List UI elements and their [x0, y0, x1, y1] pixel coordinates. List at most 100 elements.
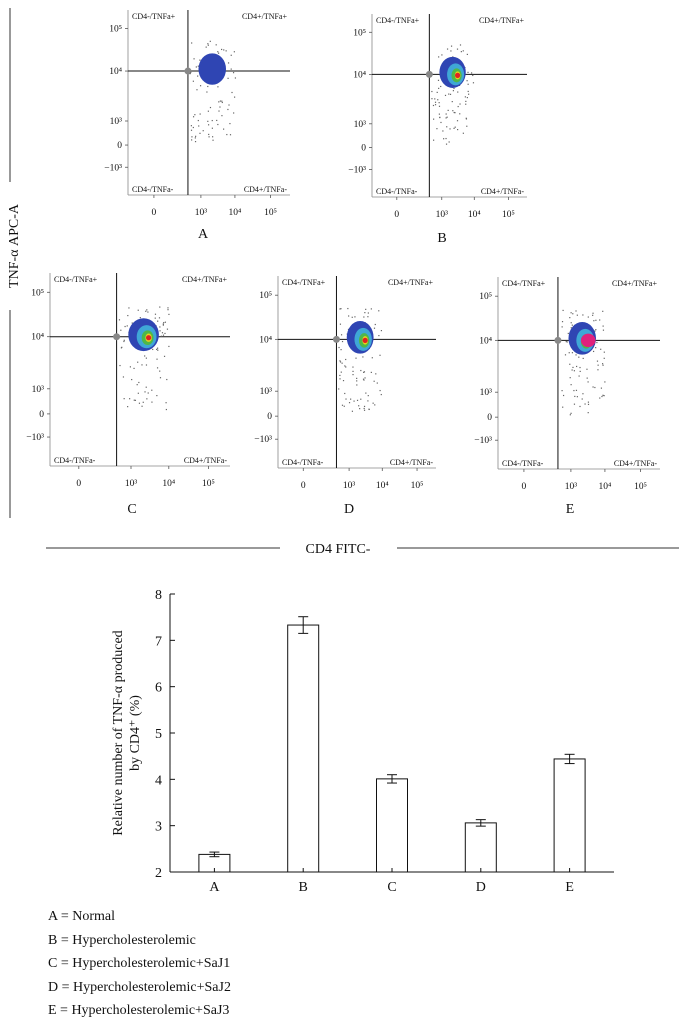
event-dot [579, 366, 581, 369]
event-dot [363, 371, 366, 373]
event-dot [601, 395, 603, 398]
event-dot [450, 45, 453, 47]
event-dot [199, 113, 201, 115]
gate-handle [425, 70, 433, 78]
event-dot [447, 109, 449, 111]
event-dot [123, 339, 125, 341]
event-dot [129, 398, 131, 400]
event-dot [453, 127, 455, 129]
y-tick-label: 10⁴ [353, 70, 367, 80]
event-dot [341, 404, 344, 406]
legend-item-e: E = Hypercholesterolemic+SaJ3 [48, 1003, 230, 1018]
event-dot [437, 99, 439, 101]
x-tick-label: 10⁵ [634, 482, 647, 492]
event-dot [438, 105, 441, 107]
x-tick-label: 10⁵ [202, 479, 215, 489]
event-dot [438, 113, 440, 115]
event-dot [211, 127, 213, 129]
event-dot [576, 365, 578, 368]
x-tick-label: 10⁴ [599, 482, 613, 492]
event-dot [118, 319, 121, 321]
event-dot [437, 79, 440, 81]
event-dot [562, 394, 565, 397]
event-dot [364, 377, 366, 379]
event-dot [145, 310, 147, 312]
event-dot [164, 321, 167, 323]
x-tick-label: 10⁵ [502, 210, 515, 220]
event-dot [472, 74, 474, 77]
event-dot [454, 126, 456, 128]
y-tick-label: 10³ [260, 387, 273, 397]
event-dot [208, 133, 210, 136]
event-dot [579, 370, 581, 373]
event-dot [212, 139, 214, 141]
group-legend: A = Normal B = Hypercholesterolemic C = … [48, 905, 231, 1023]
event-dot [218, 101, 220, 103]
quadrant-label-bottom-left: CD4-/TNFa- [282, 458, 324, 467]
y-tick-label: 10³ [354, 120, 367, 130]
event-dot [191, 136, 193, 138]
event-dot [363, 371, 365, 373]
event-dot [223, 49, 225, 51]
x-tick-label: 10³ [565, 482, 578, 492]
event-dot [122, 376, 125, 378]
event-dot [339, 378, 341, 380]
event-dot [470, 72, 473, 74]
event-dot [166, 328, 169, 330]
event-dot [165, 408, 167, 411]
event-dot [602, 329, 605, 331]
event-dot [197, 75, 199, 77]
quadrant-label-top-right: CD4+/TNFa+ [612, 279, 658, 288]
bar-x-tick-label: A [209, 880, 220, 895]
event-dot [141, 405, 143, 407]
event-dot [367, 400, 369, 402]
x-tick-label: 10⁴ [468, 210, 482, 220]
event-dot [436, 91, 438, 93]
y-tick-label: 10³ [32, 385, 45, 395]
panel-label-e: E [566, 502, 575, 517]
event-dot [215, 44, 217, 46]
panel-label-c: C [127, 502, 136, 517]
quadrant-label-top-right: CD4+/TNFa+ [479, 16, 525, 25]
event-dot [565, 340, 567, 343]
event-dot [460, 51, 462, 53]
event-dot [221, 115, 223, 117]
cluster-core [362, 337, 368, 343]
event-dot [602, 325, 604, 327]
event-dot [595, 319, 597, 321]
legend-item-a: A = Normal [48, 909, 115, 924]
event-dot [223, 128, 225, 130]
event-dot [230, 68, 232, 70]
event-dot [168, 313, 170, 316]
y-tick-label: −10³ [348, 166, 366, 176]
event-dot [466, 96, 468, 99]
event-dot [445, 137, 447, 140]
event-dot [573, 389, 575, 392]
event-dot [192, 80, 194, 82]
event-dot [597, 369, 599, 371]
event-dot [363, 379, 365, 381]
event-dot [168, 345, 170, 348]
event-dot [217, 51, 219, 53]
event-dot [159, 326, 161, 328]
event-dot [434, 104, 437, 106]
event-dot [190, 71, 192, 73]
event-dot [592, 350, 595, 353]
event-dot [156, 394, 158, 397]
gate-handle [554, 336, 562, 344]
cluster-outer [198, 53, 227, 85]
event-dot [345, 358, 347, 361]
y-tick-label: 0 [361, 144, 366, 154]
event-dot [338, 388, 340, 390]
event-dot [603, 351, 605, 353]
event-dot [166, 378, 168, 381]
event-dot [194, 140, 197, 143]
event-dot [368, 408, 370, 410]
event-dot [433, 118, 435, 120]
event-dot [220, 48, 223, 51]
event-dot [191, 139, 193, 141]
event-dot [352, 370, 354, 373]
event-dot [158, 317, 161, 319]
event-dot [468, 93, 470, 95]
event-dot [603, 395, 605, 397]
